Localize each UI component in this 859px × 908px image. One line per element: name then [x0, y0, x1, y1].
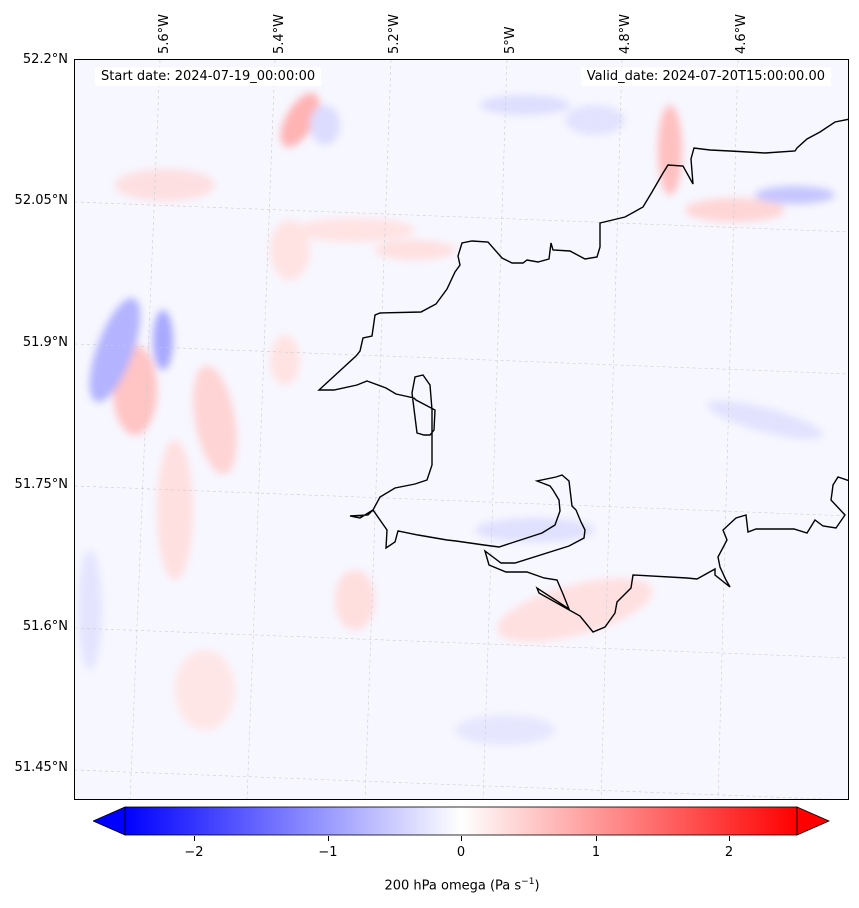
colorbar-tick-0: 0	[456, 845, 466, 860]
colorbar-label-text: 200 hPa omega (Pa s	[384, 878, 522, 894]
lat-label-51.6n: 51.6°N	[22, 619, 68, 634]
lat-label-51.75n: 51.75°N	[14, 477, 68, 492]
colorbar-label: 200 hPa omega (Pa s−1)	[0, 877, 859, 893]
lat-label-52.05n: 52.05°N	[14, 193, 68, 208]
start-date-label: Start date: 2024-07-19_00:00:00	[95, 67, 322, 86]
graticule	[75, 60, 848, 799]
colorbar-label-end: )	[534, 878, 540, 894]
lon-label-5.4w: 5.4°W	[272, 13, 287, 54]
omega-field-map	[75, 60, 848, 799]
colorbar-extend-max	[796, 806, 830, 836]
colorbar-tick-mark-m2	[194, 836, 195, 841]
lon-label-5w: 5°W	[503, 26, 518, 54]
lat-label-52.2n: 52.2°N	[22, 52, 68, 67]
colorbar-tick-m2: −2	[184, 845, 204, 860]
map-panel	[74, 59, 849, 800]
colorbar-extend-min	[92, 806, 126, 836]
colorbar-tick-2: 2	[724, 845, 734, 860]
colorbar-tick-1: 1	[591, 845, 601, 860]
colorbar-gradient	[92, 806, 830, 836]
colorbar-tick-mark-0	[461, 836, 462, 841]
colorbar-tick-mark-1	[596, 836, 597, 841]
lon-label-4.6w: 4.6°W	[734, 13, 749, 54]
lon-label-5.6w: 5.6°W	[157, 13, 172, 54]
colorbar-tick-mark-2	[729, 836, 730, 841]
coastline	[317, 118, 848, 633]
lon-label-4.8w: 4.8°W	[618, 13, 633, 54]
colorbar	[92, 806, 833, 842]
lat-label-51.9n: 51.9°N	[22, 335, 68, 350]
lon-label-5.2w: 5.2°W	[387, 13, 402, 54]
colorbar-body	[124, 806, 798, 836]
valid-date-label: Valid_date: 2024-07-20T15:00:00.00	[580, 67, 831, 86]
colorbar-tick-mark-m1	[328, 836, 329, 841]
lat-label-51.45n: 51.45°N	[14, 760, 68, 775]
colorbar-tick-m1: −1	[318, 845, 338, 860]
colorbar-label-exponent: −1	[521, 877, 535, 887]
omega-contours	[78, 93, 835, 745]
